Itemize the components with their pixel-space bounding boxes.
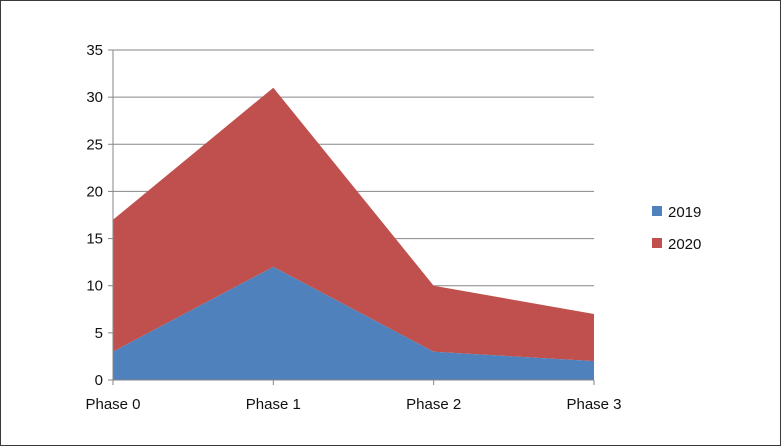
y-tick-label: 20 <box>86 183 103 200</box>
x-tick-label: Phase 1 <box>246 396 301 413</box>
y-tick-labels: 0 5 10 15 20 25 30 35 <box>86 42 113 389</box>
y-tick-label: 35 <box>86 42 103 59</box>
area-series-2020 <box>113 87 594 362</box>
area-series <box>113 87 594 380</box>
y-tick-label: 25 <box>86 136 103 153</box>
x-tick-label: Phase 0 <box>85 396 140 413</box>
y-tick-label: 0 <box>95 372 103 389</box>
axes <box>112 50 594 381</box>
legend-swatch <box>652 206 662 216</box>
y-tick-label: 10 <box>86 278 103 295</box>
legend: 2019 2020 <box>652 204 701 253</box>
x-tick-label: Phase 3 <box>566 396 621 413</box>
y-tick-label: 15 <box>86 231 103 248</box>
legend-label: 2020 <box>668 236 701 253</box>
legend-label: 2019 <box>668 204 701 221</box>
y-tick-label: 30 <box>86 89 103 106</box>
x-tick-labels: Phase 0 Phase 1 Phase 2 Phase 3 <box>85 380 622 413</box>
y-tick-label: 5 <box>95 325 103 342</box>
x-tick-label: Phase 2 <box>406 396 461 413</box>
area-series-2019 <box>113 266 594 380</box>
legend-swatch <box>652 238 662 248</box>
